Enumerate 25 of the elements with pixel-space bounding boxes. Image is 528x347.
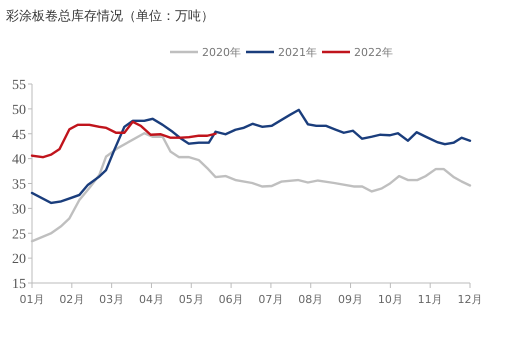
y-tick-label: 50 bbox=[12, 102, 26, 118]
x-tick-label: 01月 bbox=[20, 293, 44, 306]
y-tick-label: 35 bbox=[12, 178, 26, 192]
y-tick-label: 30 bbox=[12, 202, 26, 218]
x-tick-label: 05月 bbox=[178, 293, 204, 306]
y-tick-label: 15 bbox=[12, 277, 26, 292]
legend-label: 2021年 bbox=[278, 46, 317, 59]
y-tick-label: 45 bbox=[12, 128, 26, 143]
y-tick-label: 20 bbox=[12, 252, 26, 268]
x-tick-label: 08月 bbox=[298, 293, 324, 306]
x-tick-label: 10月 bbox=[378, 293, 403, 306]
x-tick-label: 03月 bbox=[99, 293, 124, 306]
x-tick-label: 04月 bbox=[138, 293, 164, 306]
x-tick-label: 11月 bbox=[418, 293, 443, 306]
legend-label: 2020年 bbox=[202, 46, 241, 59]
y-tick-label: 55 bbox=[12, 78, 26, 93]
x-tick-label: 12月 bbox=[458, 293, 482, 306]
title: 彩涂板卷总库存情况（单位：万吨） bbox=[6, 9, 214, 24]
x-tick-label: 06月 bbox=[218, 293, 244, 306]
x-tick-label: 02月 bbox=[59, 293, 84, 306]
x-tick-label: 09月 bbox=[338, 293, 364, 306]
y-tick-label: 25 bbox=[12, 227, 26, 242]
y-tick-label: 40 bbox=[12, 152, 26, 168]
legend-label: 2022年 bbox=[354, 46, 393, 59]
x-tick-label: 07月 bbox=[258, 293, 284, 306]
